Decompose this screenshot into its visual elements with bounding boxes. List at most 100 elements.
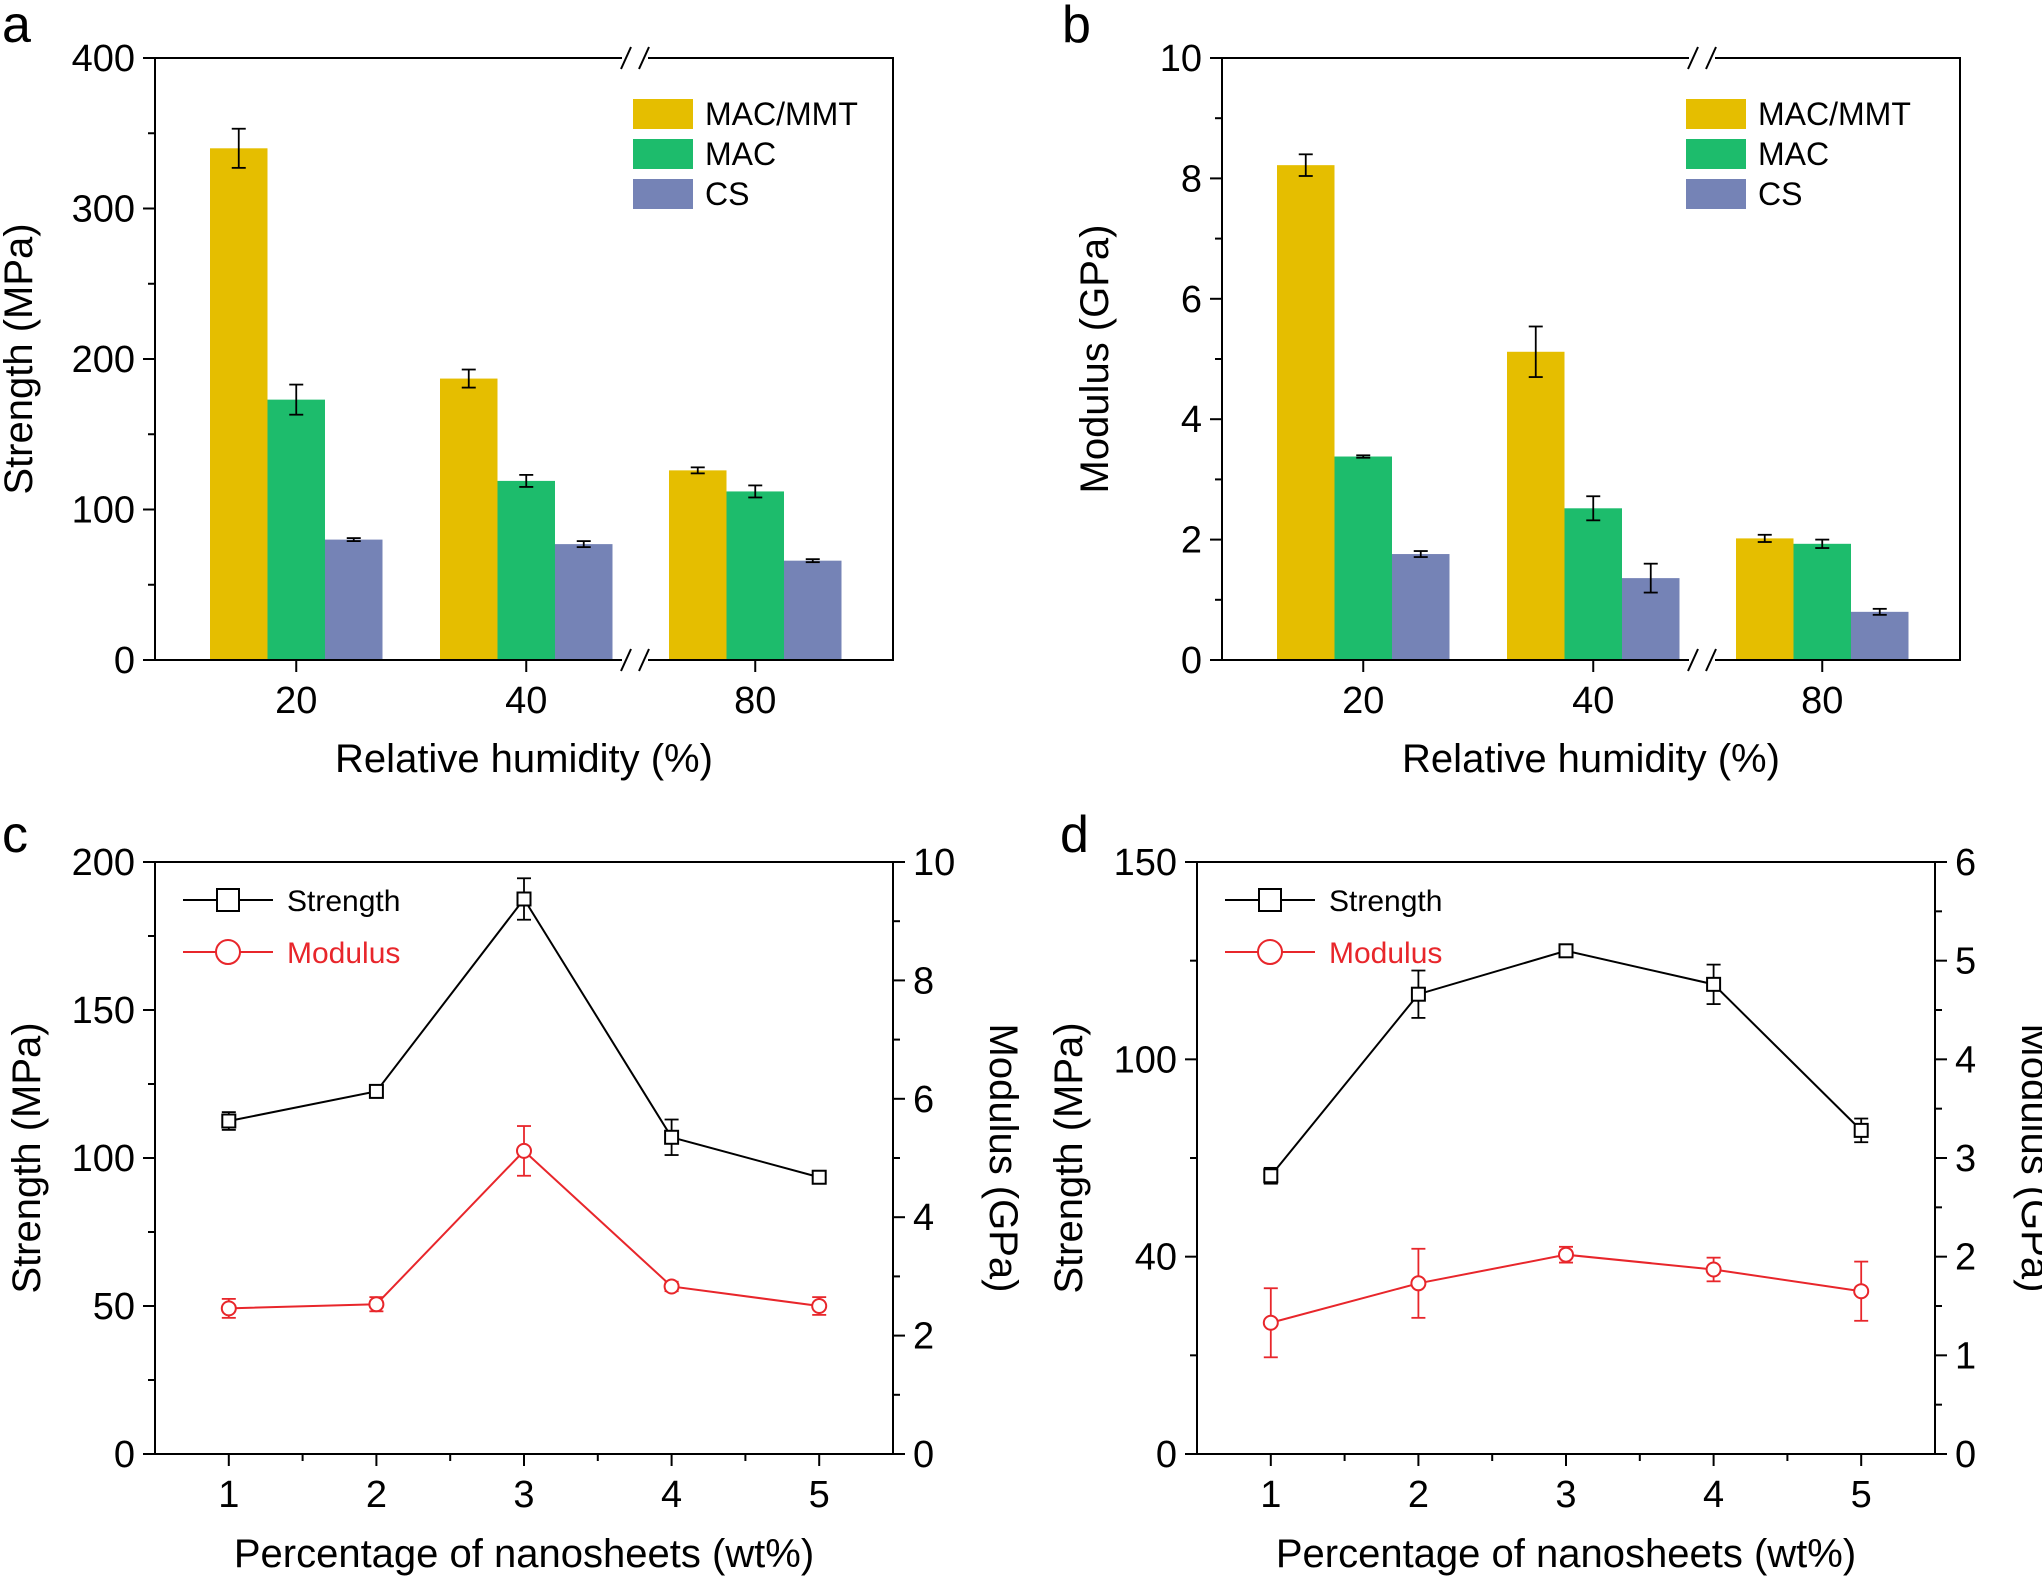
legend-swatch bbox=[633, 179, 693, 209]
legend-label: MAC bbox=[1758, 136, 1829, 172]
series-line bbox=[1270, 949, 1862, 1177]
data-point bbox=[1705, 1261, 1722, 1278]
data-point bbox=[368, 1083, 384, 1099]
data-point bbox=[663, 1278, 680, 1295]
data-point bbox=[1558, 943, 1574, 959]
y2-tick-label: 6 bbox=[913, 1079, 934, 1121]
x-tick-label: 80 bbox=[1801, 680, 1843, 722]
y2-tick-label: 0 bbox=[1955, 1434, 1976, 1476]
y2-axis-title: Modulus (GPa) bbox=[2013, 1024, 2042, 1293]
y-tick-label: 6 bbox=[1181, 279, 1202, 321]
legend-swatch bbox=[633, 99, 693, 129]
bar bbox=[1277, 165, 1335, 660]
panel-letter: d bbox=[1060, 806, 1089, 864]
x-tick-label: 40 bbox=[505, 680, 547, 722]
data-point bbox=[221, 1113, 237, 1129]
data-point bbox=[516, 1142, 532, 1159]
data-point bbox=[1558, 1246, 1574, 1263]
bar bbox=[497, 480, 555, 660]
axis-break-mark bbox=[638, 648, 650, 672]
axis-break-mark bbox=[1687, 648, 1699, 672]
y-tick-label: 2 bbox=[1181, 520, 1202, 562]
x-axis-title: Relative humidity (%) bbox=[1402, 737, 1780, 781]
x-tick-label: 1 bbox=[1260, 1474, 1281, 1516]
y-tick-label: 150 bbox=[72, 990, 135, 1032]
data-point bbox=[811, 1169, 827, 1185]
legend-label: MAC bbox=[705, 136, 776, 172]
axis-break-mark bbox=[638, 46, 650, 70]
data-point bbox=[220, 1300, 237, 1317]
axis-break-mark bbox=[1687, 46, 1699, 70]
y2-tick-label: 1 bbox=[1955, 1335, 1976, 1377]
series-line bbox=[1270, 1253, 1862, 1324]
legend-marker bbox=[216, 888, 240, 912]
y-tick-label: 40 bbox=[1135, 1237, 1177, 1279]
y-tick-label: 200 bbox=[72, 339, 135, 381]
y2-axis-title: Modulus (GPa) bbox=[981, 1024, 1025, 1293]
legend-label: MAC/MMT bbox=[1758, 96, 1911, 132]
data-point bbox=[1410, 1275, 1427, 1292]
legend-swatch bbox=[1686, 179, 1746, 209]
y-axis-title: Modulus (GPa) bbox=[1073, 225, 1117, 494]
bar bbox=[210, 148, 268, 661]
y-tick-label: 10 bbox=[1160, 38, 1202, 80]
data-point bbox=[1263, 1168, 1279, 1184]
bar bbox=[1392, 554, 1450, 660]
legend-label: Modulus bbox=[1329, 937, 1442, 970]
y2-tick-label: 10 bbox=[913, 842, 955, 884]
bar bbox=[325, 539, 383, 660]
bar bbox=[555, 544, 613, 660]
data-point bbox=[1853, 1122, 1869, 1138]
panel-letter: a bbox=[2, 0, 31, 54]
legend-marker bbox=[1258, 888, 1282, 912]
y-tick-label: 0 bbox=[114, 640, 135, 682]
x-tick-label: 5 bbox=[809, 1474, 830, 1516]
x-tick-label: 4 bbox=[661, 1474, 682, 1516]
y2-tick-label: 3 bbox=[1955, 1138, 1976, 1180]
y2-tick-label: 6 bbox=[1955, 842, 1976, 884]
x-tick-label: 2 bbox=[1408, 1474, 1429, 1516]
y-tick-label: 400 bbox=[72, 38, 135, 80]
data-point bbox=[1706, 976, 1722, 992]
panel-letter: b bbox=[1062, 0, 1091, 54]
y2-tick-label: 8 bbox=[913, 960, 934, 1002]
panel-d: 0 40 100 150 0 1 2 3 4 5 6 1 2 3 4 5 Strength Modulus Perc… bbox=[1047, 806, 2042, 1576]
legend-label: Modulus bbox=[287, 937, 400, 970]
y-tick-label: 100 bbox=[1114, 1039, 1177, 1081]
x-tick-label: 40 bbox=[1572, 680, 1614, 722]
y-tick-label: 0 bbox=[114, 1434, 135, 1476]
bar bbox=[1736, 538, 1794, 660]
axis-break-mark bbox=[1705, 648, 1717, 672]
x-tick-label: 20 bbox=[1342, 680, 1384, 722]
data-point bbox=[664, 1129, 680, 1145]
axis-break-mark bbox=[620, 648, 632, 672]
legend-swatch bbox=[1686, 99, 1746, 129]
y-tick-label: 300 bbox=[72, 189, 135, 231]
data-point bbox=[1853, 1283, 1870, 1300]
axis-break-mark bbox=[620, 46, 632, 70]
y-axis-title: Strength (MPa) bbox=[5, 1022, 49, 1293]
y2-tick-label: 5 bbox=[1955, 941, 1976, 983]
x-tick-label: 80 bbox=[734, 680, 776, 722]
y-tick-label: 100 bbox=[72, 490, 135, 532]
y-tick-label: 100 bbox=[72, 1138, 135, 1180]
panel-letter: c bbox=[2, 806, 28, 864]
x-tick-label: 5 bbox=[1851, 1474, 1872, 1516]
x-tick-label: 20 bbox=[275, 680, 317, 722]
y2-tick-label: 4 bbox=[1955, 1039, 1976, 1081]
bar bbox=[267, 399, 325, 660]
bar bbox=[1507, 351, 1565, 660]
y2-tick-label: 2 bbox=[1955, 1237, 1976, 1279]
y-tick-label: 8 bbox=[1181, 158, 1202, 200]
x-tick-label: 3 bbox=[513, 1474, 534, 1516]
x-tick-label: 4 bbox=[1703, 1474, 1724, 1516]
bar bbox=[440, 378, 498, 660]
legend-label: CS bbox=[705, 176, 749, 212]
data-point bbox=[1410, 986, 1426, 1002]
legend-label: Strength bbox=[287, 885, 400, 918]
y-axis-title: Strength (MPa) bbox=[0, 223, 41, 494]
legend-label: Strength bbox=[1329, 885, 1442, 918]
data-point bbox=[1262, 1314, 1279, 1331]
